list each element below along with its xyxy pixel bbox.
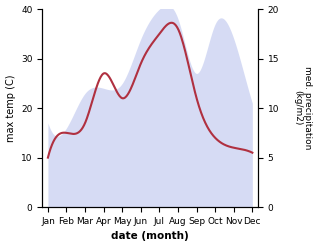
- Y-axis label: med. precipitation
(kg/m2): med. precipitation (kg/m2): [293, 66, 313, 150]
- X-axis label: date (month): date (month): [111, 231, 189, 242]
- Y-axis label: max temp (C): max temp (C): [5, 74, 16, 142]
